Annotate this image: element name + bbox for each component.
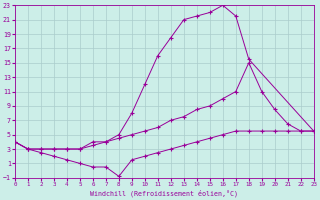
X-axis label: Windchill (Refroidissement éolien,°C): Windchill (Refroidissement éolien,°C) [90,190,238,197]
